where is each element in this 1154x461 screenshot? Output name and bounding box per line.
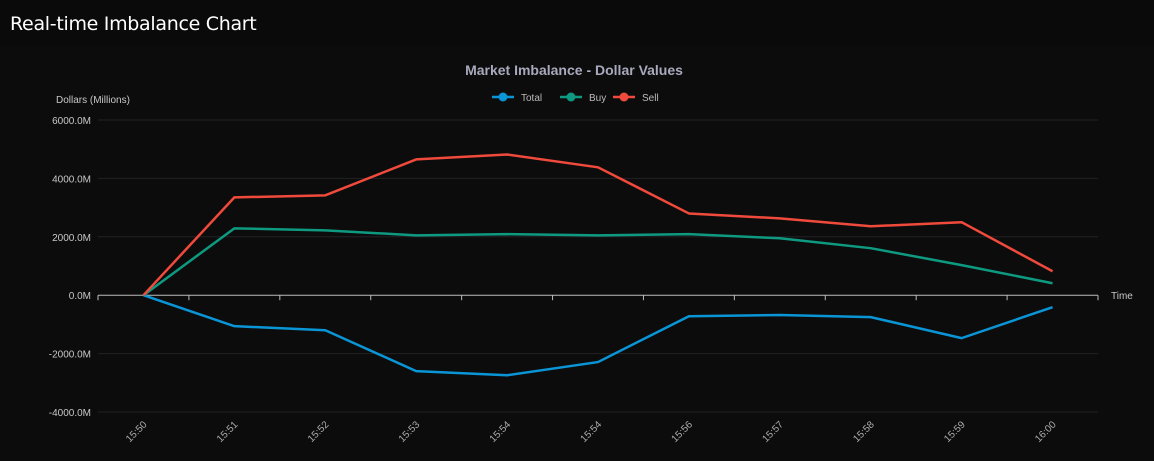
y-tick-label: 4000.0M [52, 174, 91, 185]
legend-marker [498, 92, 508, 102]
legend-label: Buy [589, 93, 606, 104]
x-tick-label: 16:00 [1033, 419, 1059, 445]
x-tick-label: 15:58 [851, 419, 877, 445]
series-line-total [143, 294, 1053, 377]
y-tick-label: -4000.0M [49, 408, 91, 419]
legend-item-sell[interactable]: Sell [613, 92, 659, 105]
legend-item-buy[interactable]: Buy [560, 92, 606, 105]
chart-title: Market Imbalance - Dollar Values [465, 62, 683, 78]
x-tick-label: 15:56 [670, 419, 696, 445]
x-tick-label: 15:52 [306, 419, 332, 445]
series-line-buy [142, 227, 1053, 297]
legend-marker [566, 92, 576, 102]
header: Real-time Imbalance Chart [0, 0, 1154, 46]
y-tick-label: 6000.0M [52, 116, 91, 127]
x-tick-label: 15:59 [942, 419, 968, 445]
x-tick-label: 15:54 [579, 419, 605, 445]
series-line-sell [142, 153, 1054, 297]
x-tick-label: 15:54 [488, 419, 514, 445]
x-tick-label: 15:51 [215, 419, 241, 445]
y-axis-label: Dollars (Millions) [56, 95, 130, 106]
legend-label: Total [521, 93, 542, 104]
x-tick-label: 15:57 [760, 419, 786, 445]
chart-panel [0, 46, 1154, 461]
y-tick-label: -2000.0M [49, 350, 91, 361]
x-axis-label: Time [1111, 291, 1133, 302]
x-tick-label: 15:50 [124, 419, 150, 445]
y-tick-label: 0.0M [69, 291, 91, 302]
legend-label: Sell [642, 93, 659, 104]
page-title: Real-time Imbalance Chart [10, 13, 257, 35]
x-tick-label: 15:53 [397, 419, 423, 445]
legend-item-total[interactable]: Total [492, 92, 542, 105]
y-tick-label: 2000.0M [52, 233, 91, 244]
legend-marker [619, 92, 629, 102]
